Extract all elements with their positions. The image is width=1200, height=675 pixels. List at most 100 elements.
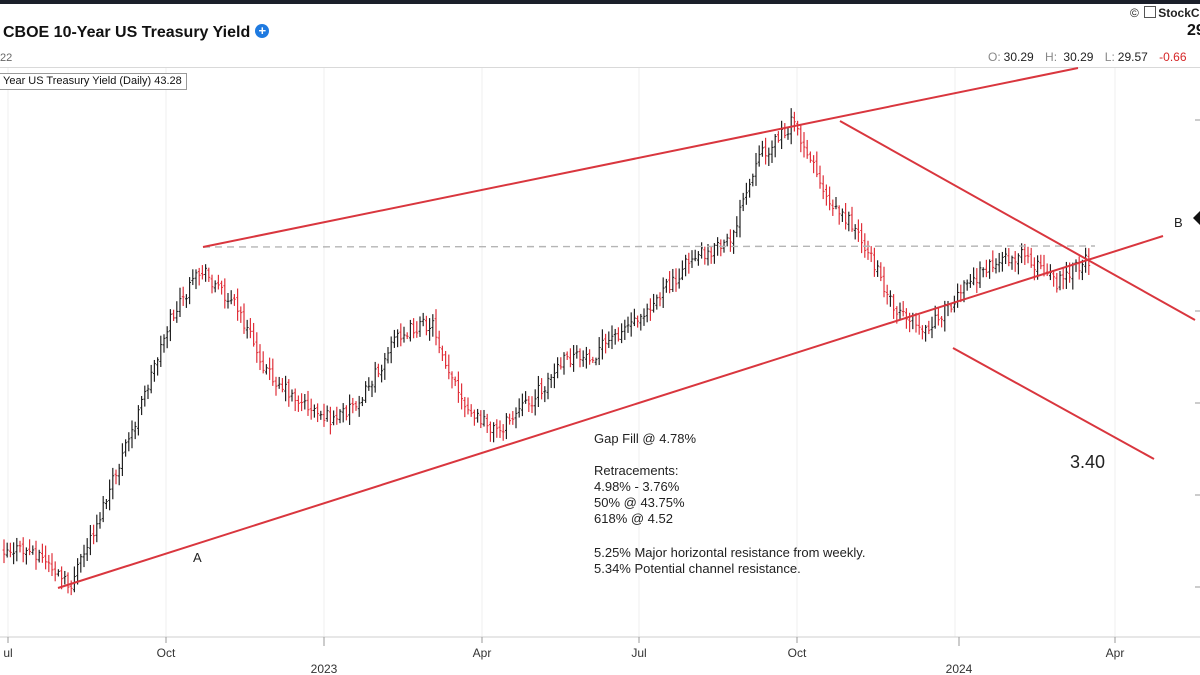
ohlc-bar xyxy=(220,280,223,295)
ohlc-bar xyxy=(149,364,153,394)
top-bar xyxy=(0,0,1200,4)
ohlc-bar xyxy=(313,404,316,418)
ohlc-bar xyxy=(1013,251,1017,272)
ohlc-bar xyxy=(393,329,396,348)
ohlc-bar xyxy=(207,267,211,282)
ohlc-bar xyxy=(745,182,748,205)
x-year-label: 2024 xyxy=(946,662,973,675)
ohlc-bar xyxy=(178,287,182,317)
ohlc-bar xyxy=(956,283,959,308)
ohlc-bar xyxy=(668,271,671,294)
chart-title-text: CBOE 10-Year US Treasury Yield xyxy=(3,24,251,41)
retracement-618: 618% @ 4.52 xyxy=(594,511,673,526)
retracements-title: Retracements: xyxy=(594,463,679,478)
ohlc-bar xyxy=(732,229,735,254)
ohlc-bar xyxy=(537,375,540,408)
ohlc-bar xyxy=(303,394,307,410)
ohlc-bar xyxy=(239,306,243,323)
ohlc-bar xyxy=(844,203,847,230)
ohlc-bar xyxy=(329,406,332,435)
ohlc-bar xyxy=(773,134,777,158)
ohlc-bar xyxy=(133,421,137,440)
ohlc-bar xyxy=(12,542,15,565)
ohlc-bar xyxy=(108,479,111,511)
ohlc-bar xyxy=(287,379,291,407)
ohlc-bar xyxy=(76,558,79,585)
ohlc-bar xyxy=(498,420,502,438)
ohlc-bar xyxy=(450,371,454,389)
ohlc-bar xyxy=(345,405,348,421)
ohlc-bar xyxy=(265,364,268,375)
ohlc-bar xyxy=(53,561,57,582)
ohlc-bar xyxy=(399,323,403,347)
ohlc-bar xyxy=(514,407,518,429)
ohlc-bar xyxy=(873,247,876,277)
ohlc-bar xyxy=(738,199,742,238)
x-axis-ticks: ul Oct Apr Jul Oct Apr 2023 2024 xyxy=(3,637,1124,675)
price-marker-icon xyxy=(1193,211,1200,225)
ohlc-bar xyxy=(50,553,54,577)
ohlc-bar xyxy=(665,278,668,293)
ohlc-bar xyxy=(713,243,716,264)
ohlc-bar xyxy=(917,314,921,335)
ohlc-bar xyxy=(165,326,169,349)
ohlc-bar xyxy=(1026,246,1030,264)
ohlc-bar xyxy=(1081,259,1084,281)
ohlc-bar xyxy=(293,388,297,412)
ohlc-bar xyxy=(610,325,614,350)
ohlc-bar xyxy=(549,374,553,388)
ohlc-bar xyxy=(25,547,28,565)
ohlc-bar xyxy=(949,303,953,313)
target-projection-line xyxy=(952,347,1155,460)
ohlc-bar xyxy=(556,357,559,379)
ohlc-bar xyxy=(799,124,803,153)
ohlc-bar xyxy=(578,348,582,368)
ohlc-bar xyxy=(117,463,121,486)
ohlc-bar xyxy=(553,363,556,389)
ohlc-bar xyxy=(495,419,499,438)
ohlc-bar xyxy=(511,411,515,425)
ohlc-bar xyxy=(876,260,879,277)
ohlc-bar xyxy=(114,469,118,485)
target-label: 3.40 xyxy=(1070,452,1106,472)
ohlc-bar xyxy=(764,137,767,165)
ohlc-bar xyxy=(597,337,601,366)
low-label: L: xyxy=(1104,50,1115,64)
ohlc-bar xyxy=(482,409,486,427)
ohlc-bar xyxy=(585,346,588,369)
ohlc-bar xyxy=(1058,270,1062,291)
ohlc-bar xyxy=(831,199,835,216)
add-plus-icon[interactable]: + xyxy=(255,24,270,38)
ohlc-bar xyxy=(137,405,140,436)
ohlc-bar xyxy=(975,268,979,294)
ohlc-bar xyxy=(409,319,412,342)
ohlc-bar xyxy=(377,363,380,378)
ohlc-bar xyxy=(575,345,579,359)
ohlc-bar xyxy=(441,345,444,361)
ohlc-bar xyxy=(111,467,115,500)
ohlc-bar xyxy=(690,250,694,268)
ohlc-bar xyxy=(229,290,233,305)
ohlc-bar xyxy=(658,292,662,307)
ohlc-bar xyxy=(159,335,163,367)
gridlines xyxy=(7,68,1116,637)
header-divider xyxy=(0,67,1200,68)
ohlc-bar xyxy=(565,351,569,360)
gap-fill-note: Gap Fill @ 4.78% xyxy=(594,431,697,446)
ohlc-bar xyxy=(124,439,127,457)
ohlc-bar xyxy=(1004,247,1007,264)
ohlc-bar xyxy=(729,229,732,252)
ohlc-bar xyxy=(213,280,217,293)
ohlc-bar xyxy=(389,336,393,364)
ohlc-bar xyxy=(889,290,892,307)
ohlc-bar xyxy=(697,251,700,266)
ohlc-bar xyxy=(546,372,550,400)
ohlc-bar xyxy=(661,277,665,308)
ohlc-bar xyxy=(604,333,607,354)
ohlc-bar xyxy=(703,246,707,265)
ohlc-bar xyxy=(156,357,159,376)
ohlc-bar xyxy=(581,350,585,367)
ohlc-bar xyxy=(885,284,889,305)
ohlc-bar xyxy=(607,331,611,349)
